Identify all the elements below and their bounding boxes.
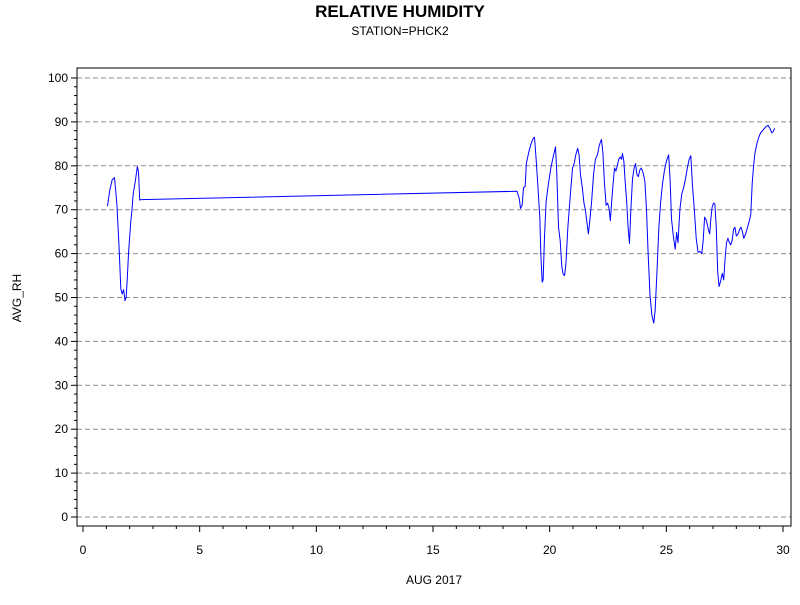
chart-subtitle: STATION=PHCK2: [351, 24, 449, 38]
x-tick-label: 20: [543, 543, 557, 557]
axes: 0 10 20 30 40 50 60 70 80 90 100 0 5 10 15 20 25 30: [48, 67, 792, 557]
y-tick-label: 40: [55, 334, 69, 348]
y-tick-label: 80: [55, 159, 69, 173]
y-tick-label: 100: [48, 71, 68, 85]
gridlines: [77, 77, 791, 518]
x-axis-label: AUG 2017: [406, 573, 462, 587]
x-tick-label: 15: [426, 543, 440, 557]
chart-title: RELATIVE HUMIDITY: [315, 2, 485, 21]
y-tick-label: 70: [55, 203, 69, 217]
y-tick-label: 60: [55, 247, 69, 261]
y-tick-label: 10: [55, 466, 69, 480]
x-tick-label: 0: [80, 543, 87, 557]
x-tick-label: 25: [660, 543, 674, 557]
y-tick-label: 30: [55, 378, 69, 392]
y-axis-label: AVG_RH: [10, 274, 24, 322]
series-line: [107, 124, 776, 324]
y-tick-label: 90: [55, 115, 69, 129]
series-layer: [107, 124, 776, 324]
y-tick-label: 0: [61, 510, 68, 524]
y-tick-label: 20: [55, 422, 69, 436]
x-tick-label: 10: [310, 543, 324, 557]
y-tick-label: 50: [55, 291, 69, 305]
x-tick-label: 5: [196, 543, 203, 557]
x-tick-label: 30: [776, 543, 790, 557]
